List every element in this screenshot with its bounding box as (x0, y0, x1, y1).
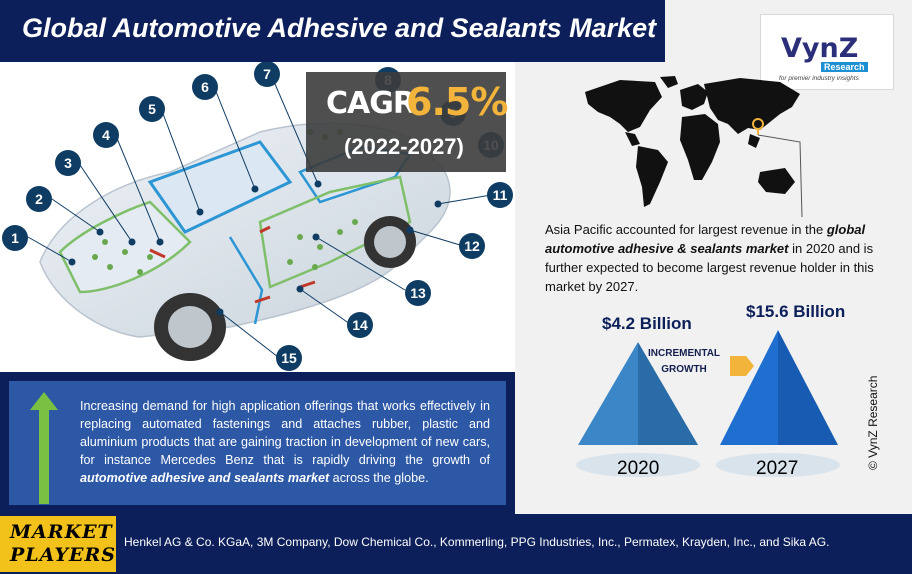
vynz-logo: VynZ Research for premier industry insig… (760, 14, 894, 90)
region-description: Asia Pacific accounted for largest reven… (545, 220, 895, 296)
description-emphasis: automotive adhesive and sealants market (80, 471, 330, 485)
car-marker-5: 5 (139, 96, 165, 122)
copyright-text: © VynZ Research (866, 375, 880, 470)
growth-arrow-icon (30, 392, 58, 504)
car-marker-14: 14 (347, 312, 373, 338)
market-players-badge (0, 516, 116, 572)
cagr-period: (2022-2027) (344, 134, 464, 159)
title-banner: Global Automotive Adhesive and Sealants … (0, 0, 665, 62)
car-marker-12: 12 (459, 233, 485, 259)
description-text: Increasing demand for high application o… (80, 397, 490, 487)
car-marker-11: 11 (487, 182, 513, 208)
market-value-graphic (576, 330, 840, 477)
car-marker-6: 6 (192, 74, 218, 100)
value-2027: $15.6 Billion (746, 302, 846, 321)
year-2027-label: 2027 (756, 458, 799, 479)
car-marker-4: 4 (93, 122, 119, 148)
market-players-label: MARKET PLAYERS (10, 521, 115, 567)
logo-name: VynZ (781, 33, 859, 64)
region-text-part1: Asia Pacific accounted for largest reven… (545, 222, 827, 237)
incremental-growth-label: INCREMENTAL GROWTH (648, 346, 720, 378)
cagr-value: 6.5% (406, 80, 508, 124)
market-players-list: Henkel AG & Co. KGaA, 3M Company, Dow Ch… (124, 535, 830, 549)
region-text-part2: in 2020 and is further expected to becom… (545, 241, 874, 294)
description-inner (9, 381, 506, 505)
region-text-emphasis: global automotive adhesive & sealants ma… (545, 222, 866, 256)
logo-tagline: for premier industry insights (779, 75, 859, 82)
car-marker-13: 13 (405, 280, 431, 306)
world-map (585, 76, 803, 218)
value-2020: $4.2 Billion (602, 314, 692, 333)
description-part1: Increasing demand for high application o… (80, 399, 490, 467)
year-2020-label: 2020 (617, 458, 660, 479)
description-box (0, 372, 515, 514)
incremental-line2: GROWTH (661, 364, 707, 375)
logo-sub: Research (821, 62, 868, 72)
car-marker-2: 2 (26, 186, 52, 212)
market-players-line1: MARKET (10, 521, 113, 543)
page-title: Global Automotive Adhesive and Sealants … (22, 13, 657, 43)
car-marker-15: 15 (276, 345, 302, 371)
car-marker-7: 7 (254, 61, 280, 87)
incremental-line1: INCREMENTAL (648, 348, 721, 359)
market-players-bar (0, 514, 912, 574)
car-illustration (27, 76, 498, 361)
cagr-label: CAGR (326, 86, 416, 121)
car-marker-1: 1 (2, 225, 28, 251)
car-marker-3: 3 (55, 150, 81, 176)
cagr-box: CAGR 6.5% (2022-2027) (306, 72, 508, 172)
market-players-line2: PLAYERS (10, 544, 116, 566)
description-part2: across the globe. (329, 471, 429, 485)
